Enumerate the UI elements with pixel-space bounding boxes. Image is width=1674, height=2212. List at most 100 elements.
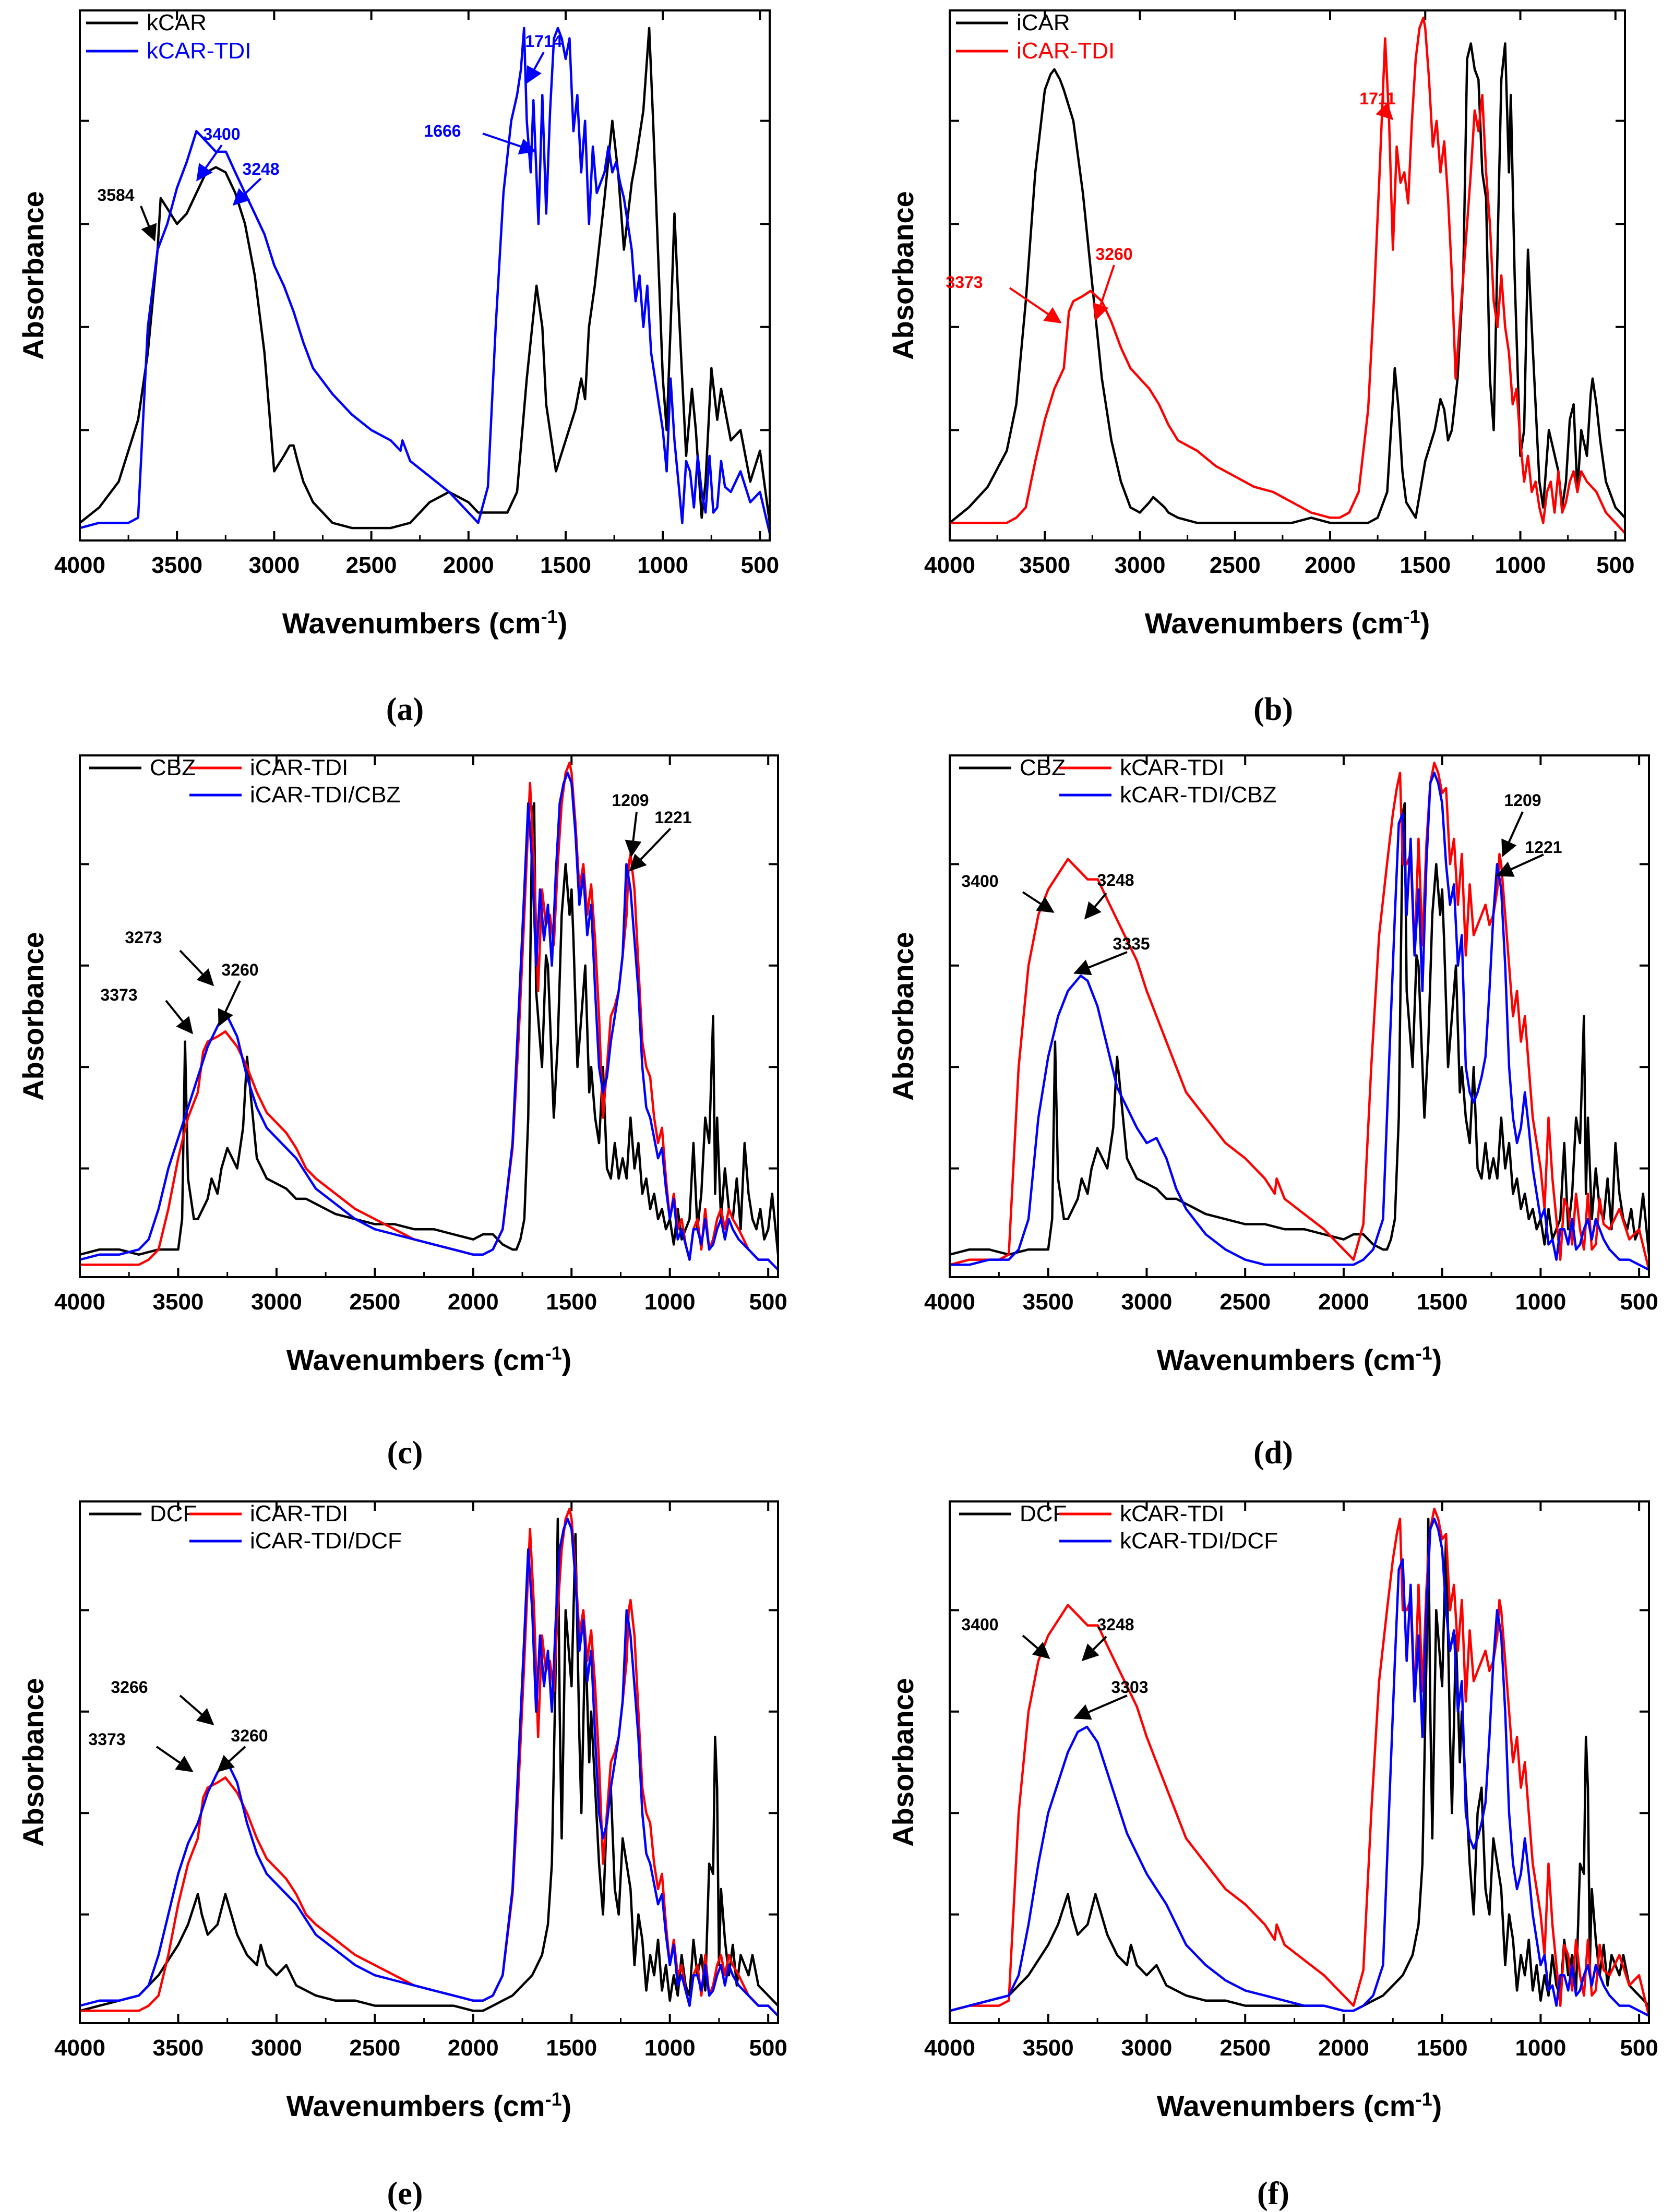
x-tick-label: 500 [749,2035,787,2061]
plot-frame [79,9,771,542]
x-tick-label: 500 [1620,1289,1658,1315]
annotation-arrow [217,1746,246,1773]
x-tick-label: 1500 [1417,2035,1468,2061]
annotation-arrow [1073,951,1128,976]
panel-e: 4000 3500 3000 2500 2000 1500 1000 500 Wavenumbe… [17,1500,787,2211]
x-tick-label: 500 [1620,2035,1658,2061]
x-tick-label: 3000 [1115,552,1166,578]
annotation-arrow [140,206,157,242]
y-axis-label: Absorbance [17,932,50,1101]
x-axis-label: Wavenumbers (cm-1) [1145,606,1430,640]
annotation-label: 3373 [100,985,137,1004]
x-tick-label: 2000 [1305,552,1356,578]
x-axis-label: Wavenumbers (cm-1) [1157,1342,1442,1377]
series-line-kcar-tdi-cbz [951,772,1648,1271]
annotation-arrow [156,1746,194,1772]
series-line-kcar [81,27,769,530]
series-line-kcar-tdi-dcf [951,1518,1648,2017]
panel-label: (c) [387,1435,423,1471]
x-tick-label: 3500 [1023,1289,1074,1315]
series-line-icar-tdi [81,1507,777,2017]
annotation-arrow [1022,891,1055,913]
annotation-arrow [1073,1694,1128,1720]
x-tick-label: 2500 [1219,1289,1271,1315]
x-tick-label: 1500 [540,552,591,578]
x-tick-label: 1500 [546,2035,597,2061]
panel-f: 4000 3500 3000 2500 2000 1500 1000 500 Wavenumbe… [887,1500,1658,2211]
series-line-icar-tdi [951,16,1624,534]
x-tick-label: 4000 [54,1289,105,1315]
panel-a: 4000 3500 3000 2500 2000 1500 1000 500 Wavenumbe… [17,9,779,727]
x-tick-label: 2500 [349,1289,400,1315]
annotation-label: 3248 [1097,1615,1134,1634]
legend-entry: CBZ [150,755,196,780]
x-tick-label: 3000 [251,1289,302,1315]
annotation-arrow [1084,892,1107,920]
x-tick-label: 1500 [1400,552,1451,578]
plot-frame [79,1500,779,2024]
x-tick-label: 2500 [346,552,397,578]
annotation-label: 3373 [88,1730,125,1749]
x-tick-label: 1500 [546,1289,597,1315]
annotation-label: 1711 [1359,89,1395,108]
legend-entry: DCF [150,1501,197,1526]
series-line-icar-tdi-cbz [81,772,777,1271]
x-tick-label: 3500 [151,552,202,578]
annotation-label: 1666 [424,122,461,140]
annotation-arrow [179,1694,214,1726]
annotation-label: 1209 [1504,791,1541,810]
annotation-arrow [1501,811,1524,857]
x-tick-label: 3500 [153,2035,204,2061]
y-axis-label: Absorbance [17,191,50,360]
x-axis-label: Wavenumbers (cm-1) [1157,2088,1442,2123]
x-axis-label: Wavenumbers (cm-1) [282,606,568,640]
annotation-arrow [526,52,545,84]
annotation-label: 3260 [1095,245,1132,263]
x-tick-label: 4000 [54,552,105,578]
annotation-label: 1209 [612,791,649,810]
x-tick-label: 2500 [1210,552,1261,578]
annotation-arrow [165,1000,194,1035]
annotation-label: 3248 [242,160,279,178]
x-tick-label: 2000 [443,552,494,578]
legend-entry: kCAR-TDI [1120,755,1224,780]
annotation-arrow [218,980,241,1027]
annotation-label: 1714 [525,32,562,51]
x-axis-label: Wavenumbers (cm-1) [286,1342,572,1377]
x-tick-label: 1000 [1495,552,1546,578]
annotation-arrow [1022,1634,1050,1660]
x-tick-label: 1000 [1515,2035,1566,2061]
legend-entry: iCAR-TDI [250,1501,348,1526]
x-tick-label: 3000 [1121,2035,1173,2061]
annotation-label: 3266 [111,1678,148,1697]
x-axis-label: Wavenumbers (cm-1) [286,2088,572,2123]
x-tick-label: 4000 [54,2035,105,2061]
x-tick-label: 1000 [644,2035,696,2061]
x-tick-label: 3000 [248,552,300,578]
x-tick-label: 1000 [637,552,688,578]
panel-b: 4000 3500 3000 2500 2000 1500 1000 500 Wavenumbe… [887,9,1634,727]
legend-entry: iCAR-TDI [1017,38,1115,64]
x-tick-label: 1000 [1515,1289,1566,1315]
panel-label: (a) [386,692,424,727]
x-tick-label: 2000 [448,2035,499,2061]
legend-entry: DCF [1020,1501,1067,1526]
series-line-cbz [81,802,777,1256]
panel-label: (b) [1253,692,1293,727]
x-tick-label: 500 [741,552,779,578]
x-tick-label: 4000 [924,1289,975,1315]
x-tick-label: 1000 [644,1289,696,1315]
legend-entry: iCAR-TDI/DCF [250,1528,402,1554]
x-tick-label: 4000 [924,552,975,578]
legend-entry: kCAR-TDI/DCF [1120,1528,1278,1554]
annotation-arrow [232,177,262,206]
annotation-arrow [629,827,672,872]
x-tick-label: 4000 [924,2035,975,2061]
series-line-kcar-tdi [81,27,769,534]
panel-d: 4000 3500 3000 2500 2000 1500 1000 500 Wavenumbe… [887,754,1658,1471]
x-tick-label: 500 [749,1289,787,1315]
annotation-label: 3335 [1113,934,1150,953]
plot-frame [949,1500,1650,2024]
annotation-arrow [179,949,214,987]
